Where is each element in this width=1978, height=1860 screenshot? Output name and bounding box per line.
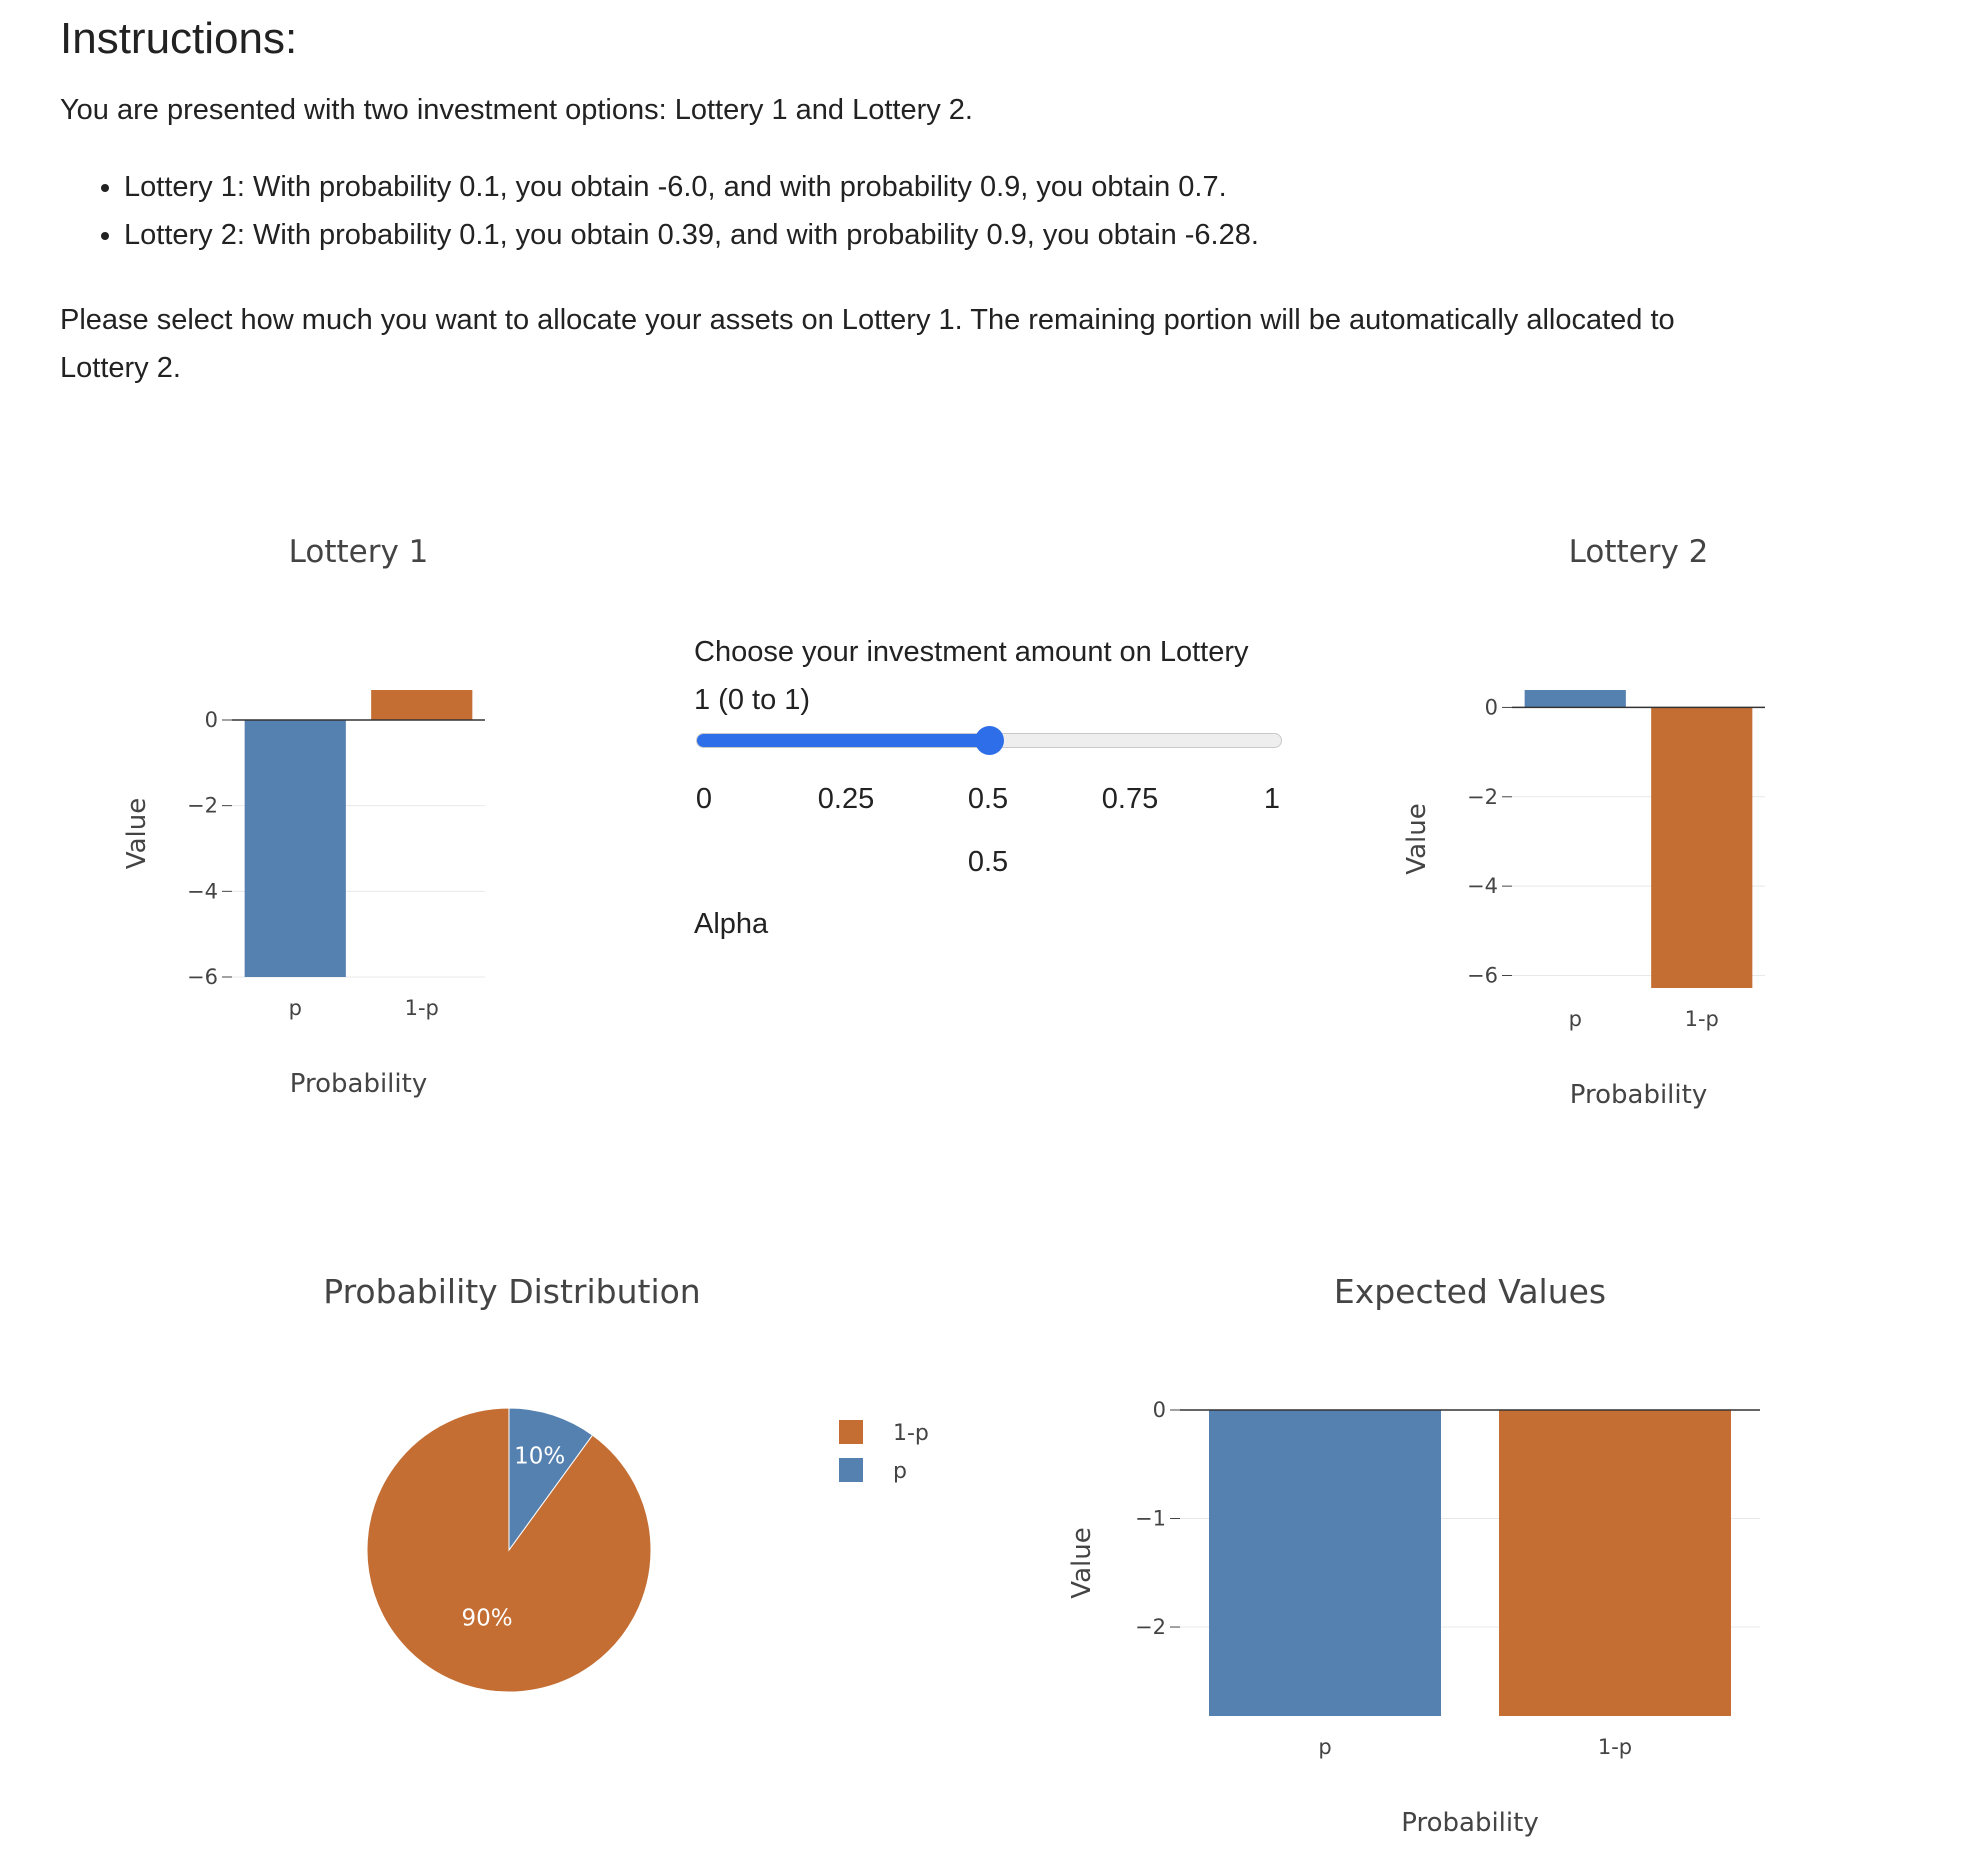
bar-1-p xyxy=(1499,1410,1731,1716)
chart-title: Expected Values xyxy=(1334,1272,1606,1311)
y-tick-label: −1 xyxy=(1135,1507,1166,1531)
instructions-heading: Instructions: xyxy=(60,14,298,63)
x-tick-label: p xyxy=(289,996,302,1020)
bar-p xyxy=(1209,1410,1441,1716)
expected-values-chart: Expected Values 0 −1 −2 p 1-p Probability Value xyxy=(1067,1272,1760,1838)
legend-swatch xyxy=(839,1458,863,1482)
y-axis-title: Value xyxy=(122,798,152,869)
probability-distribution-chart: Probability Distribution 90% 10% 1-p p xyxy=(323,1272,929,1693)
x-tick-label: p xyxy=(1569,1007,1582,1031)
lottery1-chart: Lottery 1 0 −2 −4 −6 p 1-p Probability Value xyxy=(122,534,485,1099)
lottery2-description: Lottery 2: With probability 0.1, you obt… xyxy=(124,211,1824,259)
x-tick-label: p xyxy=(1318,1735,1331,1759)
allocation-text-line1: Please select how much you want to alloc… xyxy=(60,304,1675,336)
alpha-label: Alpha xyxy=(694,908,769,940)
bar-1-p xyxy=(371,690,473,720)
lottery2-chart: Lottery 2 0 −2 −4 −6 p 1-p Probability Value xyxy=(1402,534,1765,1110)
slider-label: Choose your investment amount on Lottery… xyxy=(694,636,1249,716)
pie-slice-label: 90% xyxy=(461,1606,512,1632)
legend-label: p xyxy=(893,1459,907,1484)
y-tick-label: −6 xyxy=(1467,963,1498,987)
slider-current-value: 0.5 xyxy=(967,846,1009,878)
y-axis-title: Value xyxy=(1067,1527,1097,1598)
investment-slider[interactable] xyxy=(696,726,1282,755)
bar-p xyxy=(244,719,346,977)
x-tick-label: 1-p xyxy=(1598,1735,1632,1759)
y-axis-title: Value xyxy=(1402,803,1432,874)
pie-slice-p xyxy=(508,1407,594,1552)
slider-fill xyxy=(697,734,989,747)
y-tick-label: −2 xyxy=(187,794,218,818)
slider-thumb[interactable] xyxy=(975,726,1004,755)
lottery1-description: Lottery 1: With probability 0.1, you obt… xyxy=(124,163,1824,211)
slider-ticks: 0 0.25 0.5 0.75 1 xyxy=(694,783,1294,823)
allocation-text-line2: Lottery 2. xyxy=(60,352,181,384)
investment-slider-block: Choose your investment amount on Lottery… xyxy=(694,628,1294,940)
slider-tick-label: 0.75 xyxy=(1101,783,1159,815)
x-axis-title: Probability xyxy=(1401,1808,1538,1838)
lottery-list: Lottery 1: With probability 0.1, you obt… xyxy=(60,163,1824,259)
slider-tick-label: 0.5 xyxy=(967,783,1009,815)
y-tick-label: −2 xyxy=(1135,1615,1166,1639)
slider-tick-label: 0 xyxy=(695,783,713,815)
y-tick-label: 0 xyxy=(205,708,218,732)
y-tick-label: −4 xyxy=(1467,874,1498,898)
y-tick-label: −6 xyxy=(187,965,218,989)
chart-title: Lottery 2 xyxy=(1569,534,1709,570)
bar-1-p xyxy=(1651,707,1753,988)
legend-label: 1-p xyxy=(893,1421,929,1446)
chart-title: Probability Distribution xyxy=(323,1272,700,1311)
y-tick-label: −2 xyxy=(1467,785,1498,809)
bar-p xyxy=(1524,690,1626,708)
x-tick-label: 1-p xyxy=(1685,1007,1719,1031)
chart-title: Lottery 1 xyxy=(289,534,429,570)
intro-text: You are presented with two investment op… xyxy=(60,94,973,126)
y-tick-label: −4 xyxy=(187,879,218,903)
x-axis-title: Probability xyxy=(1570,1080,1707,1110)
pie-slice-label: 10% xyxy=(514,1443,565,1469)
slider-tick-label: 1 xyxy=(1263,783,1281,815)
slider-tick-label: 0.25 xyxy=(817,783,875,815)
legend-swatch xyxy=(839,1420,863,1444)
x-axis-title: Probability xyxy=(290,1069,427,1099)
x-tick-label: 1-p xyxy=(405,996,439,1020)
y-tick-label: 0 xyxy=(1153,1398,1166,1422)
y-tick-label: 0 xyxy=(1485,695,1498,719)
